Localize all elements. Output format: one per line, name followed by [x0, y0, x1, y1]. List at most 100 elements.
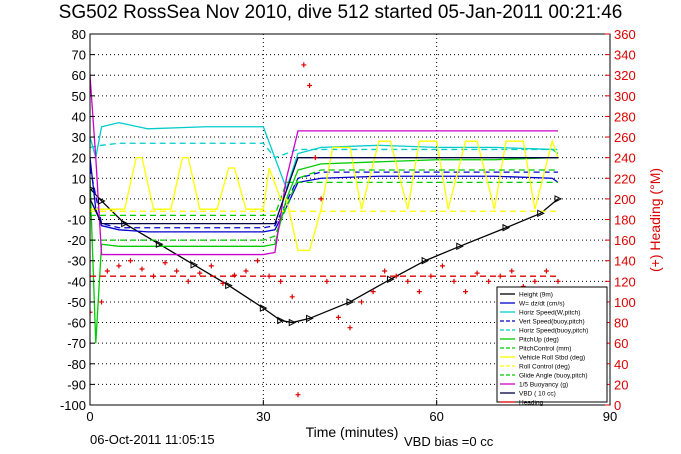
- x-tick-label: 0: [86, 409, 93, 424]
- series-4: [90, 142, 558, 159]
- y-tick-label: -50: [67, 295, 86, 310]
- heading-point: [208, 263, 214, 269]
- heading-point: [324, 278, 330, 284]
- y-right-tick-label: 140: [614, 254, 636, 269]
- x-tick-label: 90: [603, 409, 617, 424]
- series-2: [90, 121, 559, 191]
- series-7: [90, 138, 559, 252]
- height-marker: [386, 275, 395, 284]
- y-tick-label: 80: [72, 27, 86, 42]
- heading-point: [532, 278, 538, 284]
- heading-point: [318, 196, 324, 202]
- x-tick-label: 60: [429, 409, 443, 424]
- legend-entry: Horiz Speed(buoy,pitch): [519, 328, 588, 335]
- legend-entry: 1/5 Buoyancy (g): [519, 382, 568, 389]
- height-marker: [537, 209, 545, 218]
- y-right-tick-label: 280: [614, 109, 636, 124]
- series-group: [90, 62, 563, 398]
- y-right-tick-label: 120: [614, 274, 636, 289]
- y-right-tick-label: 0: [614, 398, 621, 413]
- y-tick-label: 60: [72, 68, 86, 83]
- y-right-tick-label: 160: [614, 233, 636, 248]
- legend-entry: PitchControl (mm): [519, 346, 571, 353]
- y-right-tick-label: 300: [614, 89, 636, 104]
- y-tick-label: -90: [67, 377, 86, 392]
- heading-point: [301, 62, 307, 68]
- y-right-tick-label: 80: [614, 316, 628, 331]
- y-right-tick-label: 100: [614, 295, 636, 310]
- height-marker: [288, 318, 297, 327]
- y-right-tick-label: 200: [614, 192, 636, 207]
- right-axis-label: (+) Heading (°M): [647, 168, 663, 272]
- y-right-tick-label: 340: [614, 48, 636, 63]
- height-marker: [346, 298, 355, 306]
- heading-point: [347, 325, 353, 331]
- y-right-tick-label: 40: [614, 357, 628, 372]
- heading-point: [486, 278, 492, 284]
- legend-entry: Roll Control (deg): [519, 364, 570, 371]
- legend-entry: Horiz Speed(W,pitch): [519, 310, 580, 317]
- heading-point: [99, 299, 105, 305]
- heading-point: [416, 289, 422, 295]
- series-10: [90, 75, 558, 256]
- y-tick-label: -70: [67, 336, 86, 351]
- heading-point: [289, 294, 295, 300]
- heading-point: [220, 280, 226, 286]
- heading-point: [555, 278, 561, 284]
- legend-entry: Heading: [519, 400, 544, 407]
- series-3: [90, 167, 558, 229]
- y-tick-label: 10: [72, 171, 86, 186]
- height-marker: [225, 281, 233, 290]
- height-marker: [554, 195, 563, 203]
- height-marker: [155, 240, 164, 249]
- heading-point: [307, 83, 313, 89]
- series-9: [90, 169, 558, 241]
- legend-entry: Glide Angle (buoy,pitch): [519, 373, 588, 380]
- height-marker: [190, 261, 199, 269]
- legend-entry: VBD ( 10 cc): [519, 391, 556, 398]
- heading-point: [335, 314, 341, 320]
- legend: Height (9m) W= dz/dt (cm/s) Horiz Speed(W,…: [496, 286, 608, 407]
- legend-entry: PitchUp (deg): [519, 337, 559, 344]
- heading-point: [359, 299, 365, 305]
- y-right-tick-label: 20: [614, 377, 628, 392]
- heading-point: [405, 278, 411, 284]
- y-tick-label: -40: [67, 274, 86, 289]
- height-marker: [121, 219, 129, 228]
- y-right-tick-label: 180: [614, 213, 636, 228]
- heading-point: [162, 260, 168, 266]
- ticks: -100-90-80-70-60-50-40-30-20-10010203040…: [60, 27, 636, 424]
- heading-point: [197, 270, 203, 276]
- y-tick-label: 0: [79, 192, 86, 207]
- legend-entry: Vert Speed(buoy,pitch): [519, 319, 585, 326]
- y-tick-label: -20: [67, 233, 86, 248]
- heading-point: [90, 309, 93, 315]
- y-right-tick-label: 240: [614, 151, 636, 166]
- heading-point: [370, 289, 376, 295]
- x-tick-label: 30: [256, 409, 270, 424]
- y-tick-label: -100: [60, 398, 86, 413]
- y-right-tick-label: 220: [614, 171, 636, 186]
- heading-point: [312, 155, 318, 161]
- footer-vbd-bias: VBD bias =0 cc: [404, 434, 494, 449]
- heading-point: [116, 263, 122, 269]
- heading-point: [509, 268, 515, 274]
- y-tick-label: -30: [67, 254, 86, 269]
- series-0: [90, 188, 559, 324]
- heading-point: [255, 258, 261, 264]
- height-marker: [277, 316, 285, 325]
- height-marker: [306, 314, 314, 323]
- chart-title: SG502 RossSea Nov 2010, dive 512 started…: [58, 2, 623, 23]
- height-marker: [421, 256, 430, 265]
- legend-entry: Vehicle Roll Stbd (deg): [519, 355, 585, 362]
- heading-point: [543, 268, 549, 274]
- height-marker: [98, 197, 106, 205]
- height-marker: [259, 304, 268, 312]
- x-axis-label: Time (minutes): [306, 424, 399, 440]
- y-right-tick-label: 360: [614, 27, 636, 42]
- series-6: [90, 181, 558, 217]
- y-tick-label: 20: [72, 151, 86, 166]
- series-11: [90, 157, 558, 225]
- heading-point: [439, 263, 445, 269]
